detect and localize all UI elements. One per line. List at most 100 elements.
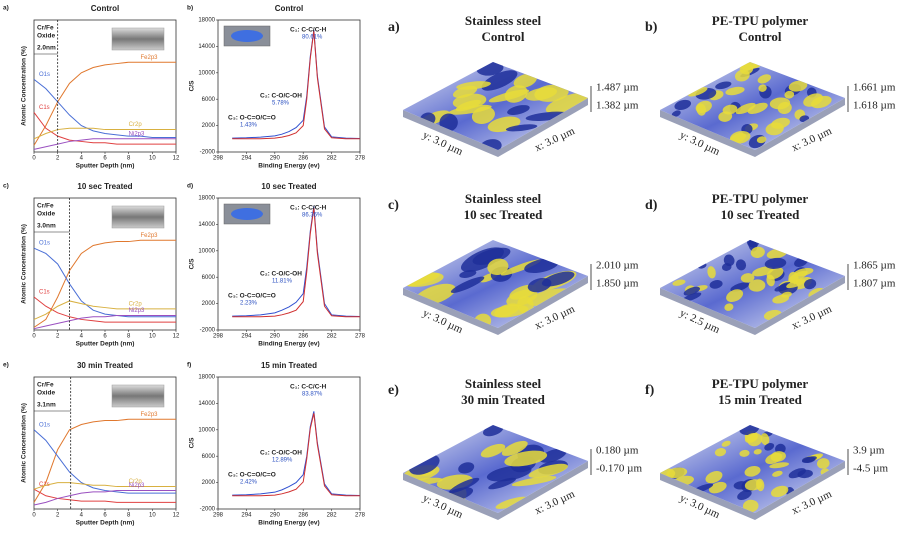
data-line xyxy=(33,314,176,330)
component-label: C₃: O-C=O/C=O xyxy=(228,115,276,122)
chart-title: 10 sec Treated xyxy=(261,182,316,191)
x-tick-label: 12 xyxy=(173,334,180,340)
afm-feature xyxy=(525,87,558,101)
y-axis-label: C/S xyxy=(189,80,196,92)
x-axis-label: Binding Energy (ev) xyxy=(258,341,319,348)
data-line xyxy=(232,413,360,497)
x-tick-label: 294 xyxy=(241,334,252,340)
x-tick-label: 0 xyxy=(32,156,36,162)
afm-feature xyxy=(487,258,509,275)
afm-feature xyxy=(766,274,775,287)
afm-feature xyxy=(528,463,568,478)
chart-title: Control xyxy=(91,4,119,13)
panel-label: e) xyxy=(3,362,9,369)
x-axis-label: Sputter Depth (nm) xyxy=(76,520,135,527)
y-tick-label: 10000 xyxy=(198,427,215,433)
component-label: C₃: O-C=O/C=O xyxy=(228,293,276,300)
component-percent: 12.89% xyxy=(272,458,293,464)
x-tick-label: 2 xyxy=(56,513,60,519)
y-tick-label: 14000 xyxy=(198,222,215,228)
data-line xyxy=(33,429,176,494)
series-label: O1s xyxy=(39,72,50,78)
afm-feature xyxy=(724,303,734,311)
z-top-label: 1.865 µm xyxy=(853,260,896,272)
afm-feature xyxy=(486,465,532,482)
afm-feature xyxy=(748,279,766,292)
x-tick-label: 286 xyxy=(298,513,309,519)
afm-feature xyxy=(513,73,537,88)
afm-feature xyxy=(459,270,477,278)
afm-feature xyxy=(764,257,787,269)
data-line xyxy=(33,482,176,490)
x-tick-label: 298 xyxy=(213,334,224,340)
afm-feature xyxy=(758,84,767,92)
oxide-label: Oxide xyxy=(37,211,55,218)
panel-label: f) xyxy=(187,362,191,369)
afm-feature xyxy=(708,481,727,494)
y-tick-label: 10000 xyxy=(198,248,215,254)
x-tick-label: 10 xyxy=(149,513,156,519)
afm-feature xyxy=(705,470,723,484)
afm-feature xyxy=(666,467,688,479)
afm-feature xyxy=(733,481,749,490)
component-percent: 80.61% xyxy=(302,35,323,41)
afm-title: Stainless steel xyxy=(465,191,542,206)
afm-title: Stainless steel xyxy=(465,376,542,391)
y-tick-label: 10000 xyxy=(198,70,215,76)
series-label: Ni2p3 xyxy=(129,483,145,489)
afm-feature xyxy=(769,462,789,469)
afm-feature xyxy=(750,246,765,258)
z-bottom-label: 1.382 µm xyxy=(596,100,639,112)
x-tick-label: 2 xyxy=(56,156,60,162)
afm-feature xyxy=(744,433,759,443)
afm-side xyxy=(660,461,845,520)
data-line xyxy=(232,207,360,318)
oxide-label: Cr/Fe xyxy=(37,382,54,389)
inset-sample xyxy=(231,30,263,42)
x-tick-label: 294 xyxy=(241,156,252,162)
afm-feature xyxy=(726,289,744,303)
afm-feature xyxy=(803,93,823,107)
afm-feature xyxy=(752,266,774,277)
afm-feature xyxy=(504,85,528,103)
afm-feature xyxy=(439,113,458,132)
afm-feature xyxy=(742,499,759,513)
afm-feature xyxy=(722,104,738,115)
component-label: C₃: O-C=O/C=O xyxy=(228,472,276,479)
afm-feature xyxy=(744,465,761,477)
component-percent: 86.36% xyxy=(302,213,323,219)
afm-feature xyxy=(740,273,755,283)
afm-side xyxy=(403,461,588,520)
chart-title: 10 sec Treated xyxy=(77,182,132,191)
afm-feature xyxy=(770,485,789,498)
x-tick-label: 282 xyxy=(327,513,338,519)
series-label: Cr2p xyxy=(129,479,143,485)
x-tick-label: 12 xyxy=(173,156,180,162)
x-axis-label: Binding Energy (ev) xyxy=(258,520,319,527)
afm-feature xyxy=(781,291,792,298)
x-tick-label: 286 xyxy=(298,334,309,340)
data-line xyxy=(33,247,176,318)
panel-label: a) xyxy=(3,5,9,12)
x-tick-label: 4 xyxy=(80,156,84,162)
z-top-label: 2.010 µm xyxy=(596,260,639,272)
z-top-label: 0.180 µm xyxy=(596,445,639,457)
series-label: Ni2p3 xyxy=(129,308,145,314)
data-line xyxy=(232,31,360,140)
x-tick-label: 290 xyxy=(270,513,281,519)
x-tick-label: 6 xyxy=(103,513,107,519)
afm-feature xyxy=(734,69,750,82)
inset-photo xyxy=(111,27,165,51)
afm-feature xyxy=(480,443,506,458)
afm-feature xyxy=(739,449,750,457)
series-label: Ni2p3 xyxy=(129,131,145,137)
oxide-depth-label: 3.0nm xyxy=(37,223,56,230)
data-line xyxy=(232,205,361,317)
x-tick-label: 0 xyxy=(32,513,36,519)
z-top-label: 3.9 µm xyxy=(853,445,885,457)
afm-feature xyxy=(671,110,681,117)
afm-texture xyxy=(672,240,826,320)
afm-feature xyxy=(765,122,784,136)
x-tick-label: 12 xyxy=(173,513,180,519)
